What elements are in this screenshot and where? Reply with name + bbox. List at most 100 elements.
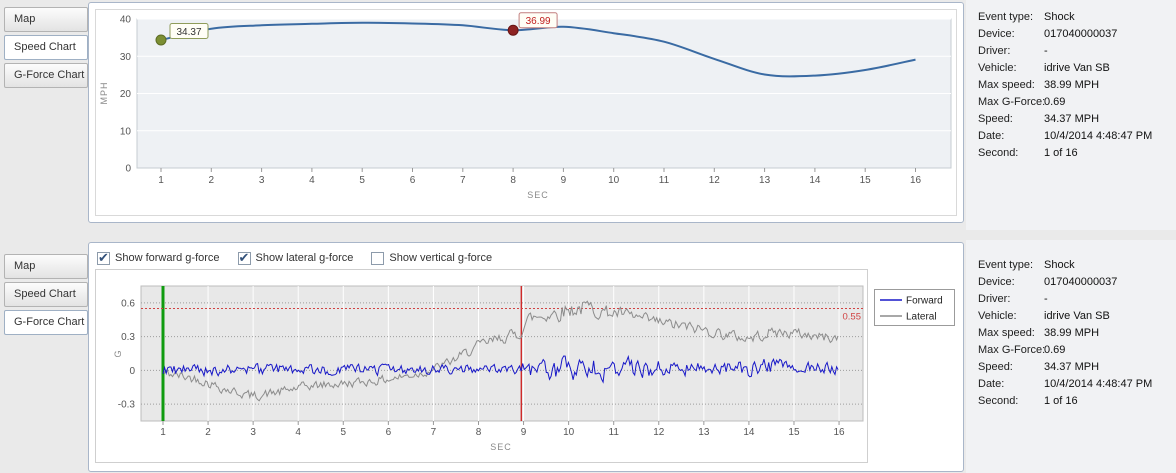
svg-text:10: 10 [563,427,575,438]
info-label: Speed: [978,361,1013,373]
checkbox-label: Show lateral g-force [255,252,354,264]
info-row: Speed: 34.37 MPH [978,359,1176,376]
x-axis-label: SEC [527,190,549,200]
info-value: 1 of 16 [1044,395,1078,407]
info-value: 1 of 16 [1044,147,1078,159]
info-value: 017040000037 [1044,276,1118,288]
speed-chart-section: Map Speed Chart G-Force Chart 0 10 20 30 40 1… [0,0,1176,230]
svg-text:9: 9 [561,175,567,186]
info-row: Driver: - [978,291,1176,308]
checkbox-box [97,250,110,266]
checkbox-show-vertical-gforce[interactable]: Show vertical g-force [371,251,493,265]
info-row: Event type: Shock [978,9,1176,26]
y-axis-label: G [113,350,123,357]
info-row: Second: 1 of 16 [978,393,1176,410]
bottom-tab-bar: Map Speed Chart G-Force Chart [4,254,88,338]
svg-text:-0.3: -0.3 [118,400,136,411]
tab-map[interactable]: Map [4,254,88,279]
g-force-chart-svg[interactable]: -0.300.30.60.551 2 3 4 5 6 7 8 9 10 11 12 13 14 15 16SE… [95,269,957,465]
info-value: 10/4/2014 4:48:47 PM [1044,378,1153,390]
event-marker[interactable] [507,24,519,36]
plot-area [140,285,864,422]
svg-text:8: 8 [476,427,482,438]
info-label: Second: [978,147,1019,159]
svg-text:6: 6 [410,175,416,186]
legend-label: Lateral [906,312,937,323]
info-value: 0.69 [1044,344,1066,356]
info-label: Vehicle: [978,62,1017,74]
lateral-gforce-line [162,300,839,402]
svg-text:0.3: 0.3 [121,332,135,343]
start-marker[interactable] [155,34,167,46]
svg-text:9: 9 [521,427,527,438]
legend-label: Forward [906,296,943,307]
svg-text:15: 15 [860,175,872,186]
info-label: Second: [978,395,1019,407]
svg-text:1: 1 [158,175,164,186]
info-value: 34.37 MPH [1044,113,1100,125]
info-row: Event type: Shock [978,257,1176,274]
info-row: Max speed: 38.99 MPH [978,325,1176,342]
checkbox-box [237,250,251,266]
tab-g-force-chart[interactable]: G-Force Chart [4,63,88,88]
svg-text:2: 2 [205,427,211,438]
info-label: Driver: [978,293,1011,305]
info-label: Device: [978,28,1015,40]
svg-text:0: 0 [125,164,131,175]
checkbox-show-lateral-gforce[interactable]: Show lateral g-force [237,250,354,266]
svg-text:30: 30 [120,52,132,63]
svg-text:7: 7 [460,175,466,186]
g-force-chart-section: Map Speed Chart G-Force Chart Show forwa… [0,240,1176,473]
tab-speed-chart[interactable]: Speed Chart [4,35,88,60]
svg-text:4: 4 [309,175,315,186]
svg-text:6: 6 [386,427,392,438]
checkbox-label: Show forward g-force [115,252,220,264]
legend-box [874,289,955,326]
info-row: Device: 017040000037 [978,26,1176,43]
svg-text:5: 5 [340,427,346,438]
info-row: Date: 10/4/2014 4:48:47 PM [978,376,1176,393]
value-callout [169,22,209,39]
svg-text:14: 14 [743,427,755,438]
info-row: Date: 10/4/2014 4:48:47 PM [978,128,1176,145]
info-value: - [1044,293,1048,305]
tab-map[interactable]: Map [4,7,88,32]
info-row: Vehicle: idrive Van SB [978,60,1176,77]
info-value: idrive Van SB [1044,62,1110,74]
info-label: Vehicle: [978,310,1017,322]
tab-speed-chart[interactable]: Speed Chart [4,282,88,307]
info-value: 0.69 [1044,96,1066,108]
svg-text:36.99: 36.99 [526,16,551,27]
svg-text:13: 13 [759,175,771,186]
svg-text:10: 10 [608,175,620,186]
svg-text:7: 7 [431,427,437,438]
svg-text:12: 12 [709,175,721,186]
checkbox-label: Show vertical g-force [389,252,493,264]
info-label: Device: [978,276,1015,288]
info-row: Device: 017040000037 [978,274,1176,291]
info-value: 38.99 MPH [1044,79,1100,91]
info-value: 38.99 MPH [1044,327,1100,339]
info-value: Shock [1044,11,1075,23]
info-value: 10/4/2014 4:48:47 PM [1044,130,1153,142]
info-label: Date: [978,378,1005,390]
threshold-label: 0.55 [843,312,862,323]
info-label: Max G-Force: [978,344,1046,356]
tab-g-force-chart[interactable]: G-Force Chart [4,310,88,335]
svg-text:40: 40 [120,15,132,26]
checkbox-show-forward-gforce[interactable]: Show forward g-force [97,250,220,266]
info-row: Vehicle: idrive Van SB [978,308,1176,325]
info-value: - [1044,45,1048,57]
svg-text:11: 11 [609,427,620,438]
svg-text:3: 3 [250,427,256,438]
info-panel: Event type: Shock Device: 017040000037 Drive… [966,0,1176,230]
svg-text:0.6: 0.6 [121,298,135,309]
svg-text:3: 3 [259,175,265,186]
info-label: Driver: [978,45,1011,57]
info-label: Max G-Force: [978,96,1046,108]
x-axis-label: SEC [490,442,512,452]
checkbox-box [371,251,385,265]
speed-line [160,21,916,78]
svg-text:15: 15 [788,427,800,438]
